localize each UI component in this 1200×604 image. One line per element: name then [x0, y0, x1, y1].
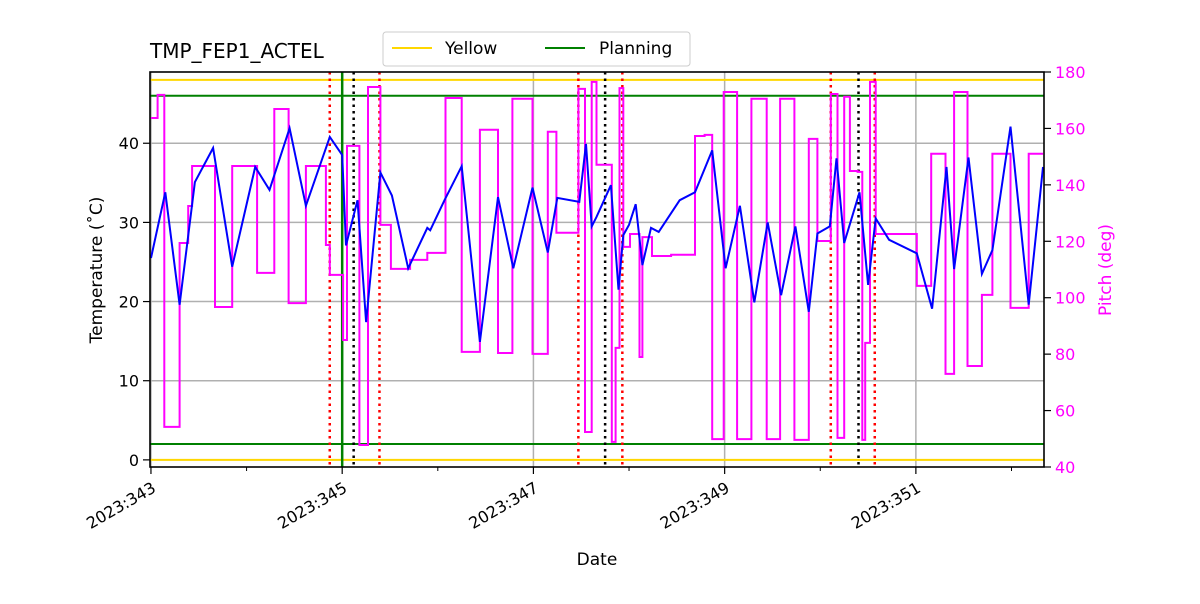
y2-tick-label: 40: [1055, 458, 1075, 477]
chart-title: TMP_FEP1_ACTEL: [149, 39, 325, 63]
y2-tick-label: 60: [1055, 402, 1075, 421]
y-axis-label: Temperature (˚C): [86, 197, 107, 345]
y-tick-label: 10: [119, 372, 139, 391]
event-lines: [328, 72, 877, 467]
y2-tick-label: 140: [1055, 176, 1086, 195]
pitch-series-line: [151, 80, 1043, 446]
x-axis-label: Date: [577, 550, 618, 570]
y2-axis-label: Pitch (deg): [1096, 224, 1116, 316]
x-tick-label: 2023:351: [848, 478, 924, 533]
y-tick-label: 40: [119, 134, 139, 153]
legend-label-yellow: Yellow: [444, 39, 497, 59]
y-tick-label: 20: [119, 293, 139, 312]
x-tick-label: 2023:345: [274, 478, 350, 533]
legend: Yellow Planning: [382, 31, 691, 67]
plot-frame: [149, 71, 1045, 468]
y2-tick-label: 180: [1055, 63, 1086, 82]
x-tick-label: 2023:349: [657, 478, 733, 533]
x-tick-label: 2023:343: [83, 478, 159, 533]
legend-label-planning: Planning: [599, 39, 672, 59]
x-tick-label: 2023:347: [466, 478, 542, 533]
y2-tick-label: 100: [1055, 289, 1086, 308]
y-tick-label: 0: [129, 451, 139, 470]
y-axis-right: 40 60 80 100 120 140 160 180: [1044, 63, 1086, 477]
y2-tick-label: 80: [1055, 345, 1075, 364]
y-tick-label: 30: [119, 213, 139, 232]
temperature-series-line: [150, 124, 1044, 343]
y2-tick-label: 120: [1055, 232, 1086, 251]
y2-tick-label: 160: [1055, 119, 1086, 138]
y-axis-left: 0 10 20 30 40: [119, 134, 150, 470]
x-axis: 2023:343 2023:345 2023:347 2023:349 2023:351: [83, 467, 1012, 533]
